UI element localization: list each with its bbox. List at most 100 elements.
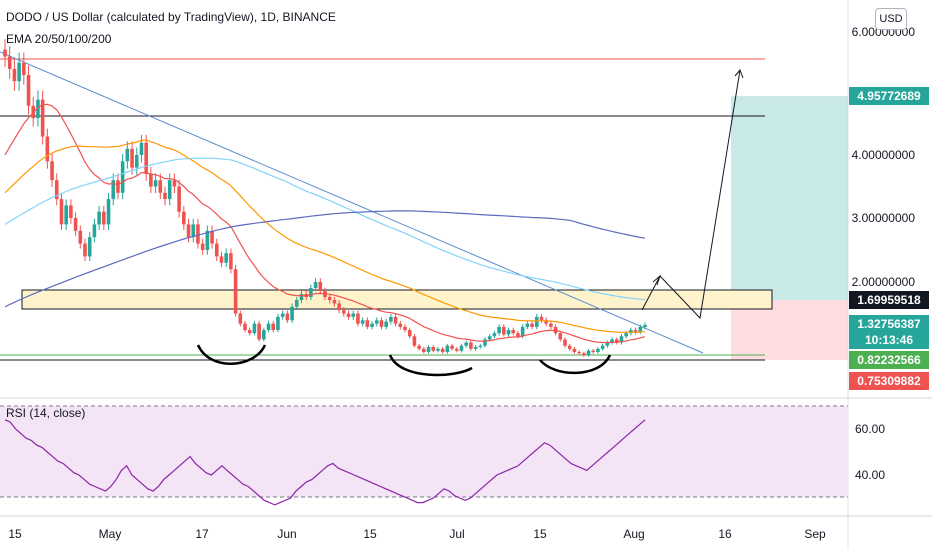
candle-body xyxy=(572,348,577,352)
candle-body xyxy=(299,294,304,300)
candle-body xyxy=(313,282,318,288)
price-label-box xyxy=(849,87,929,105)
candle-body xyxy=(12,68,17,82)
candle-body xyxy=(577,351,581,354)
projection-path xyxy=(641,69,741,320)
candle-body xyxy=(327,297,332,300)
pattern-curve xyxy=(388,354,473,377)
pattern-curve xyxy=(196,344,267,365)
price-label: 1.32756387 xyxy=(857,317,921,331)
candle-body xyxy=(271,323,276,331)
candle-body xyxy=(530,323,534,327)
rsi-tick-label: 60.00 xyxy=(855,422,885,436)
candle-body xyxy=(59,199,64,225)
candle-body xyxy=(549,323,553,327)
candle-body xyxy=(172,180,177,187)
candle-body xyxy=(633,330,638,332)
candle-body xyxy=(130,148,134,168)
time-tick-label: 15 xyxy=(363,527,377,541)
candle-body xyxy=(266,323,271,331)
candle-body xyxy=(422,348,426,352)
candle-body xyxy=(393,316,398,324)
candle-body xyxy=(591,350,596,352)
time-tick-label: 15 xyxy=(533,527,547,541)
candle-body xyxy=(567,345,572,349)
candle-body xyxy=(158,180,163,193)
candle-body xyxy=(214,243,219,257)
candle-body xyxy=(440,348,445,352)
candle-body xyxy=(342,310,346,314)
candle-body xyxy=(36,99,40,119)
time-tick-label: Sep xyxy=(804,527,826,541)
candle-body xyxy=(120,161,125,193)
candle-body xyxy=(403,326,407,331)
currency-button[interactable]: USD xyxy=(875,8,907,30)
candle-body xyxy=(78,230,83,244)
candle-body xyxy=(144,142,148,174)
candle-body xyxy=(219,256,224,263)
candle-body xyxy=(502,326,506,335)
candle-body xyxy=(356,313,360,324)
candle-body xyxy=(54,180,59,200)
price-label: 0.82232566 xyxy=(857,353,921,367)
candle-body xyxy=(643,325,647,327)
ema-100-line xyxy=(4,157,646,301)
candle-body xyxy=(83,243,87,257)
price-label: 1.69959518 xyxy=(857,293,921,307)
candle-body xyxy=(111,180,116,200)
candle-body xyxy=(167,180,172,200)
candle-body xyxy=(196,224,200,244)
candle-body xyxy=(153,180,158,187)
trend-line xyxy=(0,51,704,354)
candle-body xyxy=(412,336,417,346)
candle-body xyxy=(436,348,440,351)
candle-body xyxy=(116,180,120,193)
candle-body xyxy=(544,320,548,324)
candle-body xyxy=(506,330,511,335)
candle-body xyxy=(149,173,153,187)
candle-body xyxy=(450,345,454,349)
candle-body xyxy=(309,288,313,297)
candle-body xyxy=(205,230,210,250)
candle-body xyxy=(454,348,459,351)
candle-body xyxy=(426,346,431,352)
candle-body xyxy=(558,333,563,340)
time-tick-label: Jul xyxy=(449,527,464,541)
candle-body xyxy=(229,253,233,270)
time-tick-label: Jun xyxy=(277,527,296,541)
candle-body xyxy=(177,186,181,212)
price-label-box xyxy=(849,291,929,309)
candle-body xyxy=(40,99,45,137)
candle-body xyxy=(182,211,186,225)
candle-body xyxy=(638,326,643,332)
candle-body xyxy=(384,321,388,327)
candle-body xyxy=(417,345,421,349)
candle-body xyxy=(139,142,144,155)
rsi-line xyxy=(4,419,646,506)
candle-body xyxy=(125,148,130,162)
candle-body xyxy=(69,205,73,218)
price-label-box xyxy=(849,315,929,333)
supply-zone xyxy=(21,289,773,310)
candle-body xyxy=(379,320,384,327)
price-label-box xyxy=(849,372,929,390)
candle-body xyxy=(511,330,516,334)
candle-body xyxy=(290,306,294,321)
candle-body xyxy=(346,313,351,317)
candle-body xyxy=(563,339,567,346)
price-label: 0.75309882 xyxy=(857,374,921,388)
candle-body xyxy=(469,342,473,349)
candle-body xyxy=(525,323,530,327)
candle-body xyxy=(389,316,393,322)
candle-body xyxy=(106,199,111,225)
candle-body xyxy=(407,330,412,337)
candle-body xyxy=(619,336,624,343)
candle-body xyxy=(360,320,365,324)
ema-20-line xyxy=(4,103,646,344)
price-tick-label: 4.00000000 xyxy=(852,148,916,162)
candle-body xyxy=(45,136,50,162)
candle-body xyxy=(483,339,487,346)
candle-body xyxy=(370,323,374,327)
candle-body xyxy=(629,330,633,334)
